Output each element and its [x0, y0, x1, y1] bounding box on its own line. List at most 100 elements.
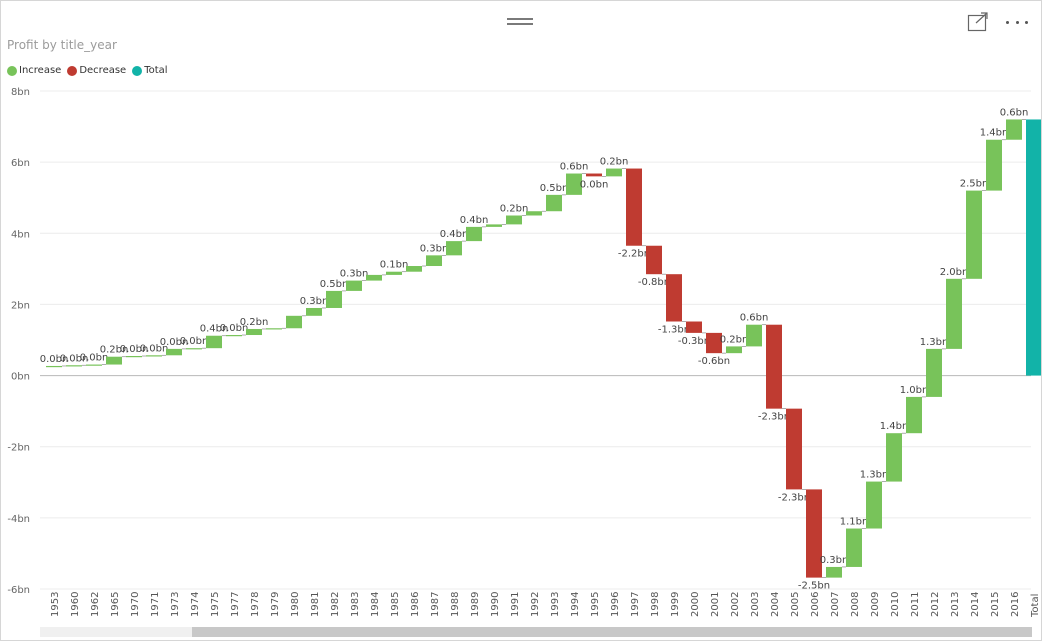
bar-total	[1026, 119, 1041, 376]
more-options-icon[interactable]	[1003, 12, 1031, 32]
x-tick-label: 1994	[570, 592, 581, 617]
bar-1989	[466, 226, 482, 242]
data-label: 0.0bn	[60, 353, 89, 364]
data-label: 0.0bn	[80, 353, 109, 364]
x-tick-label: 2001	[710, 592, 721, 617]
data-label: 0.0bn	[140, 343, 169, 354]
horizontal-scrollbar[interactable]	[40, 627, 1032, 637]
data-label: 2.0bn	[940, 267, 969, 278]
x-tick-label: 2006	[810, 592, 821, 617]
data-label: -2.2bn	[618, 249, 650, 260]
data-label: 0.0bn	[580, 179, 609, 190]
bar-1965	[106, 356, 122, 365]
legend-label-increase: Increase	[19, 65, 62, 76]
x-tick-label: 1973	[170, 592, 181, 617]
drag-handle-icon[interactable]	[507, 15, 533, 27]
x-tick-label: 2002	[730, 592, 741, 617]
bar-2015	[986, 139, 1002, 191]
y-tick-label: -2bn	[7, 443, 30, 454]
bar-2013	[946, 278, 962, 349]
y-tick-label: -4bn	[7, 514, 30, 525]
data-label: 0.2bn	[100, 345, 129, 356]
bar-2014	[966, 190, 982, 279]
x-tick-label: 1962	[90, 592, 101, 617]
bar-2007	[826, 566, 842, 578]
data-label: 0.0bn	[40, 354, 69, 365]
x-tick-label: 1990	[490, 592, 501, 617]
data-label: -2.3bn	[778, 492, 810, 503]
bar-2012	[926, 348, 942, 397]
data-label: 0.4bn	[440, 229, 469, 240]
data-label: 0.5bn	[320, 279, 349, 290]
x-tick-label: 2013	[950, 592, 961, 617]
y-tick-label: 2bn	[11, 300, 30, 311]
legend-dot-increase	[7, 65, 17, 76]
scrollbar-thumb[interactable]	[192, 627, 1032, 637]
x-tick-label: 2005	[790, 592, 801, 617]
data-label: 0.1bn	[380, 260, 409, 271]
data-label: 1.4bn	[980, 128, 1009, 139]
bar-1971	[146, 355, 162, 357]
x-tick-label: 2016	[1010, 592, 1021, 617]
legend-item-total[interactable]: Total	[132, 65, 168, 76]
data-label: 0.3bn	[420, 243, 449, 254]
bar-2005	[786, 408, 802, 490]
bar-1999	[666, 274, 682, 322]
x-tick-label: 1988	[450, 592, 461, 617]
bar-1996	[606, 168, 622, 177]
bar-1983	[346, 280, 362, 291]
bar-1962	[86, 364, 102, 366]
legend-label-decrease: Decrease	[79, 65, 127, 76]
data-label: -2.3bn	[758, 412, 790, 423]
data-label: 2.5bn	[960, 179, 989, 190]
y-tick-label: 6bn	[11, 158, 30, 169]
data-label: 1.4bn	[880, 421, 909, 432]
x-tick-label: 2003	[750, 592, 761, 617]
x-tick-label: 1971	[150, 592, 161, 617]
data-label: 0.6bn	[560, 162, 589, 173]
bar-1992	[526, 211, 542, 216]
x-tick-label: 1987	[430, 592, 441, 617]
bar-1993	[546, 194, 562, 212]
data-label: 0.2bn	[240, 317, 269, 328]
x-tick-label: Total	[1030, 594, 1041, 618]
bar-1970	[126, 356, 142, 358]
data-label: 0.0bn	[180, 336, 209, 347]
bar-1980	[286, 315, 302, 329]
focus-mode-icon[interactable]	[967, 12, 989, 32]
bar-1978	[246, 328, 262, 336]
bar-1982	[326, 290, 342, 308]
x-tick-label: 2008	[850, 592, 861, 617]
data-label: 0.3bn	[300, 296, 329, 307]
bar-1975	[206, 335, 222, 349]
x-tick-label: 1996	[610, 592, 621, 617]
legend: Increase Decrease Total	[7, 65, 174, 76]
bar-1981	[306, 307, 322, 316]
bar-2000	[686, 321, 702, 333]
data-label: 0.6bn	[1000, 107, 1029, 118]
legend-dot-decrease	[67, 65, 78, 76]
legend-item-increase[interactable]: Increase	[7, 65, 61, 76]
x-tick-label: 1982	[330, 592, 341, 617]
y-tick-label: -6bn	[7, 585, 30, 596]
bar-1990	[486, 224, 502, 227]
legend-label-total: Total	[144, 65, 168, 76]
bar-2001	[706, 332, 722, 354]
x-tick-label: 2011	[910, 592, 921, 617]
data-label: 0.0bn	[120, 344, 149, 355]
x-tick-label: 1975	[210, 592, 221, 617]
x-tick-label: 2000	[690, 592, 701, 617]
y-tick-label: 4bn	[11, 229, 30, 240]
x-tick-label: 1981	[310, 592, 321, 617]
x-tick-label: 1989	[470, 592, 481, 617]
bar-1986	[406, 266, 422, 272]
bar-2003	[746, 324, 762, 347]
bar-2009	[866, 481, 882, 529]
bar-1953	[46, 365, 62, 368]
data-label: 1.0bn	[900, 385, 929, 396]
data-label: 0.0bn	[160, 337, 189, 348]
legend-item-decrease[interactable]: Decrease	[67, 65, 126, 76]
x-tick-label: 1965	[110, 592, 121, 617]
bar-2004	[766, 324, 782, 409]
